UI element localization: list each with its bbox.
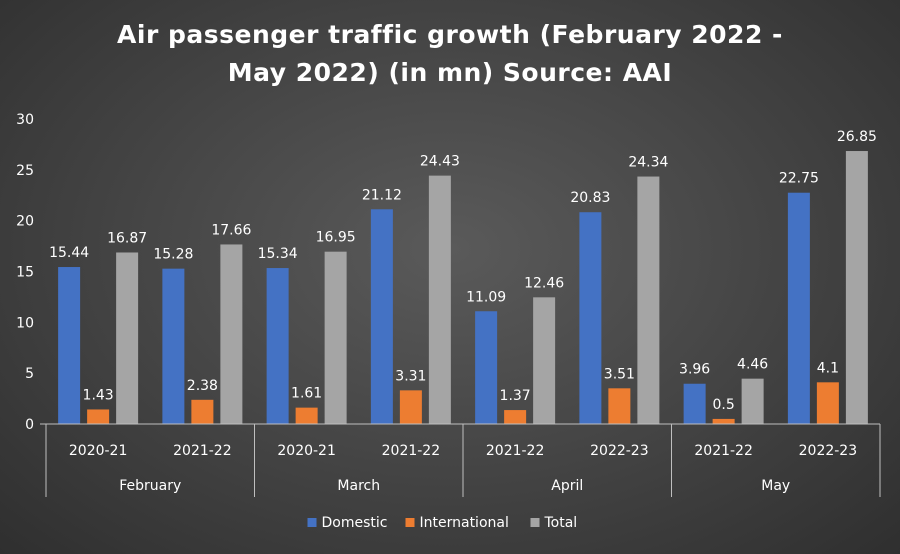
bar-total bbox=[741, 378, 764, 424]
category-label: 2020-21 bbox=[277, 443, 336, 459]
category-label: 2022-23 bbox=[799, 443, 858, 459]
category-label: 2021-22 bbox=[173, 443, 232, 459]
group-label: March bbox=[337, 478, 380, 494]
data-label: 3.31 bbox=[395, 368, 426, 384]
data-label: 3.96 bbox=[679, 362, 710, 378]
legend-label-international: International bbox=[420, 515, 509, 531]
y-tick-label: 5 bbox=[25, 366, 34, 382]
bar-domestic bbox=[683, 383, 706, 424]
bar-international bbox=[816, 382, 839, 424]
bar-total bbox=[220, 244, 243, 424]
category-label: 2021-22 bbox=[486, 443, 545, 459]
bar-domestic bbox=[475, 311, 498, 424]
bar-domestic bbox=[787, 192, 810, 424]
data-label: 20.83 bbox=[570, 190, 610, 206]
chart-title-line-1: Air passenger traffic growth (February 2… bbox=[117, 20, 783, 49]
bar-international bbox=[712, 418, 735, 424]
data-label: 15.28 bbox=[153, 247, 193, 263]
y-tick-label: 30 bbox=[16, 112, 34, 128]
data-label: 1.61 bbox=[291, 386, 322, 402]
y-tick-label: 10 bbox=[16, 315, 34, 331]
data-label: 17.66 bbox=[211, 222, 251, 238]
legend-label-domestic: Domestic bbox=[322, 515, 388, 531]
y-tick-label: 20 bbox=[16, 214, 34, 230]
bar-international bbox=[608, 388, 631, 424]
chart-title-line-2: May 2022) (in mn) Source: AAI bbox=[227, 58, 673, 87]
data-label: 11.09 bbox=[466, 289, 506, 305]
data-label: 15.34 bbox=[258, 246, 298, 262]
bar-domestic bbox=[58, 267, 81, 424]
bar-international bbox=[191, 399, 214, 424]
bar-total bbox=[116, 252, 139, 424]
bar-domestic bbox=[370, 209, 393, 424]
data-label: 24.34 bbox=[628, 155, 668, 171]
group-label: May bbox=[761, 478, 790, 494]
bar-total bbox=[533, 297, 556, 424]
data-label: 4.1 bbox=[817, 360, 839, 376]
bar-total bbox=[845, 151, 868, 424]
y-tick-label: 25 bbox=[16, 163, 34, 179]
bar-international bbox=[504, 410, 527, 424]
bar-domestic bbox=[266, 268, 289, 424]
bar-total bbox=[324, 251, 347, 424]
data-label: 0.5 bbox=[712, 397, 734, 413]
legend-swatch-domestic bbox=[307, 518, 317, 527]
bar-domestic bbox=[579, 212, 602, 424]
data-label: 21.12 bbox=[362, 187, 402, 203]
y-tick-label: 0 bbox=[25, 417, 34, 433]
data-label: 1.37 bbox=[500, 388, 531, 404]
bar-international bbox=[87, 409, 110, 424]
data-label: 16.95 bbox=[316, 230, 356, 246]
bar-total bbox=[428, 175, 451, 424]
legend-swatch-total bbox=[530, 518, 540, 527]
category-label: 2021-22 bbox=[694, 443, 753, 459]
data-label: 24.43 bbox=[420, 154, 460, 170]
legend-swatch-international bbox=[405, 518, 415, 527]
bar-total bbox=[637, 176, 660, 424]
category-label: 2020-21 bbox=[69, 443, 128, 459]
data-label: 4.46 bbox=[737, 357, 768, 373]
data-label: 16.87 bbox=[107, 230, 147, 246]
data-label: 26.85 bbox=[837, 129, 877, 145]
data-label: 22.75 bbox=[779, 171, 819, 187]
data-label: 12.46 bbox=[524, 275, 564, 291]
category-label: 2021-22 bbox=[382, 443, 441, 459]
data-label: 2.38 bbox=[187, 378, 218, 394]
bar-international bbox=[295, 407, 318, 424]
bar-international bbox=[399, 390, 422, 424]
group-label: February bbox=[119, 478, 181, 494]
y-tick-label: 15 bbox=[16, 265, 34, 281]
data-label: 1.43 bbox=[83, 387, 114, 403]
group-label: April bbox=[551, 478, 583, 494]
category-label: 2022-23 bbox=[590, 443, 649, 459]
bar-domestic bbox=[162, 268, 185, 424]
data-label: 3.51 bbox=[604, 366, 635, 382]
legend-label-total: Total bbox=[544, 515, 578, 531]
chart-title: Air passenger traffic growth (February 2… bbox=[0, 16, 900, 92]
data-label: 15.44 bbox=[49, 245, 89, 261]
